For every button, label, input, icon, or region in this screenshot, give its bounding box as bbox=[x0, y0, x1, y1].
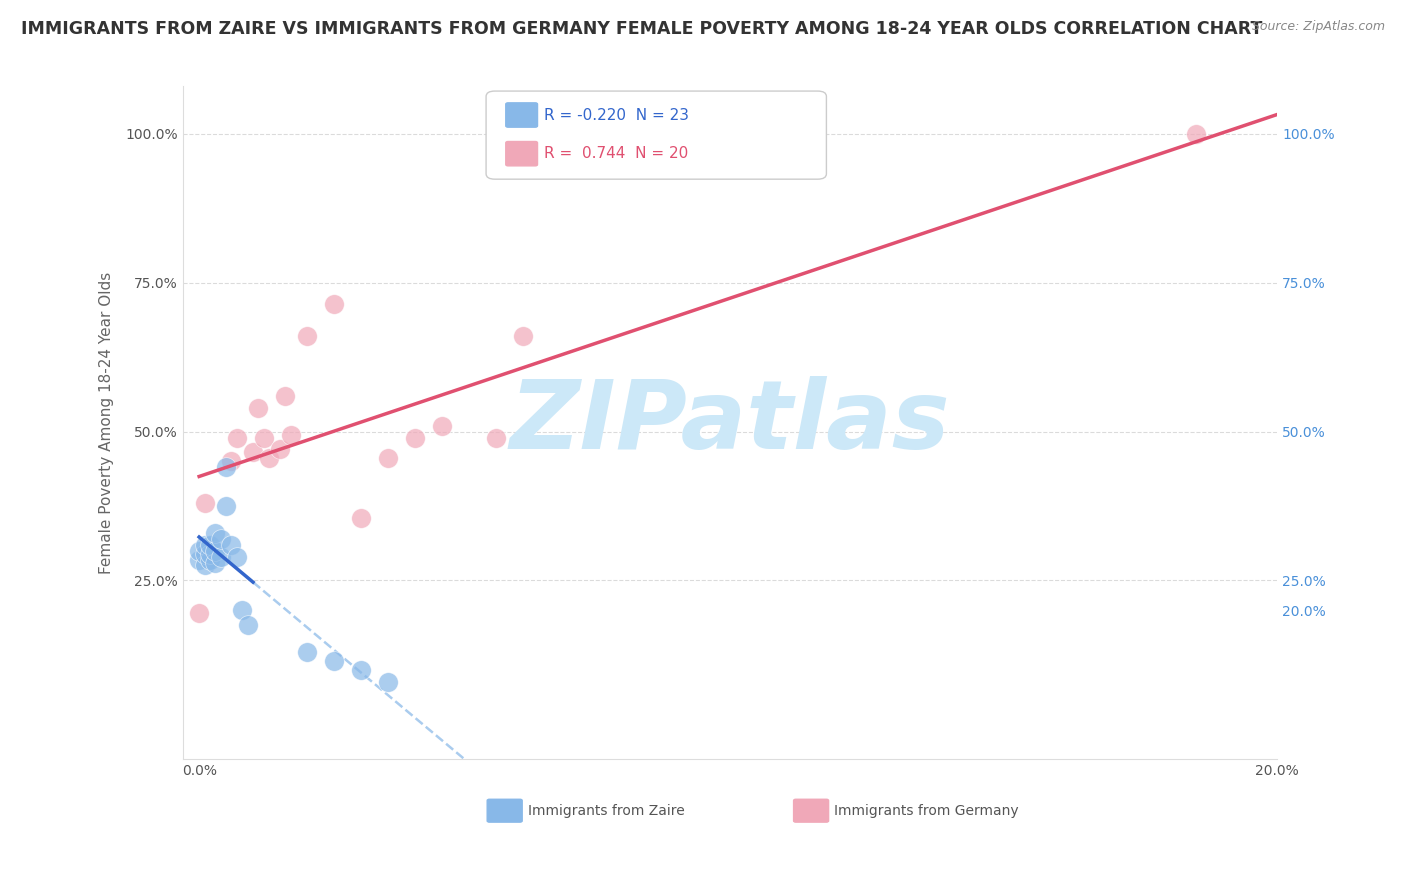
Point bbox=[198, 538, 221, 552]
Point bbox=[1185, 127, 1208, 141]
Point bbox=[257, 451, 280, 466]
Point bbox=[209, 532, 232, 546]
Point bbox=[204, 556, 226, 570]
Point bbox=[280, 427, 302, 442]
Point bbox=[242, 445, 264, 459]
Point bbox=[198, 552, 221, 566]
Point bbox=[225, 549, 247, 564]
Point bbox=[350, 511, 373, 525]
Text: Source: ZipAtlas.com: Source: ZipAtlas.com bbox=[1251, 20, 1385, 33]
Text: ZIPatlas: ZIPatlas bbox=[510, 376, 950, 469]
Point bbox=[193, 496, 215, 510]
Point bbox=[322, 654, 344, 668]
Point bbox=[274, 389, 297, 403]
Point bbox=[253, 430, 276, 444]
Point bbox=[188, 552, 211, 566]
FancyBboxPatch shape bbox=[486, 91, 827, 179]
Point bbox=[430, 418, 453, 433]
Point bbox=[295, 329, 318, 343]
Point bbox=[198, 547, 221, 561]
Point bbox=[247, 401, 270, 415]
Text: Immigrants from Germany: Immigrants from Germany bbox=[834, 804, 1019, 818]
Point bbox=[377, 451, 399, 466]
Point bbox=[193, 538, 215, 552]
Point bbox=[209, 549, 232, 564]
FancyBboxPatch shape bbox=[506, 142, 537, 166]
Text: IMMIGRANTS FROM ZAIRE VS IMMIGRANTS FROM GERMANY FEMALE POVERTY AMONG 18-24 YEAR: IMMIGRANTS FROM ZAIRE VS IMMIGRANTS FROM… bbox=[21, 20, 1263, 37]
Point bbox=[193, 558, 215, 573]
Text: R =  0.744  N = 20: R = 0.744 N = 20 bbox=[544, 146, 689, 161]
Point bbox=[236, 618, 259, 632]
Point bbox=[404, 430, 426, 444]
Point bbox=[225, 430, 247, 444]
Point bbox=[231, 603, 253, 617]
Point bbox=[295, 645, 318, 659]
Point bbox=[322, 296, 344, 310]
Y-axis label: Female Poverty Among 18-24 Year Olds: Female Poverty Among 18-24 Year Olds bbox=[100, 271, 114, 574]
Point bbox=[215, 460, 238, 475]
Point bbox=[204, 525, 226, 540]
FancyBboxPatch shape bbox=[486, 799, 522, 822]
Point bbox=[193, 547, 215, 561]
Point bbox=[350, 663, 373, 677]
Point bbox=[188, 543, 211, 558]
Point bbox=[512, 329, 534, 343]
Point bbox=[204, 543, 226, 558]
FancyBboxPatch shape bbox=[506, 103, 537, 128]
Point bbox=[188, 606, 211, 620]
FancyBboxPatch shape bbox=[793, 799, 828, 822]
Point bbox=[485, 430, 508, 444]
Text: R = -0.220  N = 23: R = -0.220 N = 23 bbox=[544, 108, 689, 122]
Point bbox=[269, 442, 291, 457]
Point bbox=[221, 538, 243, 552]
Point bbox=[215, 499, 238, 513]
Point bbox=[221, 454, 243, 468]
Text: Immigrants from Zaire: Immigrants from Zaire bbox=[527, 804, 685, 818]
Point bbox=[377, 674, 399, 689]
